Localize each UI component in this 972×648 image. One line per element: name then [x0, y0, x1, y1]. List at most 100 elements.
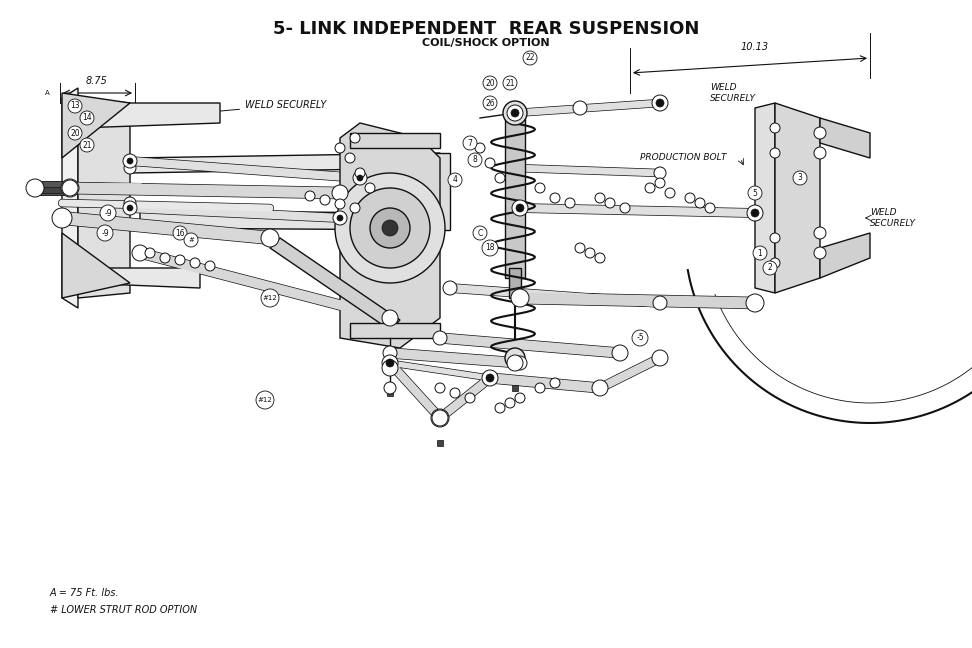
Circle shape	[261, 229, 279, 247]
Polygon shape	[755, 103, 775, 293]
Circle shape	[612, 345, 628, 361]
Circle shape	[503, 76, 517, 90]
Bar	[512, 385, 518, 391]
Circle shape	[80, 138, 94, 152]
Polygon shape	[62, 233, 130, 298]
Bar	[505, 118, 525, 278]
Circle shape	[645, 183, 655, 193]
Circle shape	[746, 294, 764, 312]
Circle shape	[435, 383, 445, 393]
Circle shape	[175, 255, 185, 265]
Circle shape	[383, 346, 397, 360]
Text: 18: 18	[485, 244, 495, 253]
Text: # LOWER STRUT ROD OPTION: # LOWER STRUT ROD OPTION	[50, 605, 197, 615]
Circle shape	[605, 198, 615, 208]
Circle shape	[512, 200, 528, 216]
Bar	[437, 440, 443, 446]
Circle shape	[432, 410, 448, 426]
Circle shape	[353, 171, 367, 185]
Circle shape	[770, 258, 780, 268]
Circle shape	[123, 154, 137, 168]
Polygon shape	[350, 323, 440, 338]
Circle shape	[513, 356, 527, 370]
Circle shape	[355, 168, 365, 178]
Circle shape	[814, 147, 826, 159]
Circle shape	[656, 99, 664, 107]
Circle shape	[685, 193, 695, 203]
Circle shape	[124, 162, 136, 174]
Text: 20: 20	[70, 128, 80, 137]
Circle shape	[382, 220, 398, 236]
Text: -9: -9	[104, 209, 112, 218]
Circle shape	[468, 153, 482, 167]
Text: COIL/SHOCK OPTION: COIL/SHOCK OPTION	[422, 38, 550, 48]
Circle shape	[80, 111, 94, 125]
Text: 8.75: 8.75	[87, 76, 108, 86]
Circle shape	[652, 95, 668, 111]
Circle shape	[516, 204, 524, 212]
Circle shape	[382, 355, 398, 371]
Text: WELD
SECURELY: WELD SECURELY	[710, 84, 756, 102]
Polygon shape	[78, 103, 220, 128]
Circle shape	[770, 123, 780, 133]
Circle shape	[482, 240, 498, 256]
Circle shape	[465, 393, 475, 403]
Polygon shape	[62, 93, 130, 158]
Circle shape	[173, 226, 187, 240]
Circle shape	[495, 403, 505, 413]
Circle shape	[507, 105, 523, 121]
Text: #12: #12	[258, 397, 272, 403]
Circle shape	[814, 247, 826, 259]
Circle shape	[320, 195, 330, 205]
Circle shape	[505, 398, 515, 408]
Circle shape	[68, 99, 82, 113]
Circle shape	[485, 158, 495, 168]
Circle shape	[473, 226, 487, 240]
Circle shape	[511, 109, 519, 117]
Text: 7: 7	[468, 139, 472, 148]
Circle shape	[665, 188, 675, 198]
Circle shape	[585, 248, 595, 258]
Circle shape	[475, 143, 485, 153]
Circle shape	[592, 380, 608, 396]
Circle shape	[482, 370, 498, 386]
Circle shape	[124, 197, 136, 209]
Polygon shape	[130, 153, 440, 173]
Text: 3: 3	[798, 174, 803, 183]
Circle shape	[382, 360, 398, 376]
Circle shape	[652, 350, 668, 366]
Polygon shape	[270, 238, 400, 330]
Circle shape	[127, 205, 133, 211]
Circle shape	[127, 158, 133, 164]
Text: -9: -9	[101, 229, 109, 238]
Circle shape	[431, 409, 449, 427]
Circle shape	[205, 261, 215, 271]
Circle shape	[433, 331, 447, 345]
Text: 5- LINK INDEPENDENT  REAR SUSPENSION: 5- LINK INDEPENDENT REAR SUSPENSION	[273, 20, 699, 38]
Circle shape	[123, 201, 137, 215]
Circle shape	[511, 289, 529, 307]
Polygon shape	[78, 268, 200, 288]
Circle shape	[132, 245, 148, 261]
Circle shape	[332, 185, 348, 201]
Circle shape	[448, 173, 462, 187]
Circle shape	[52, 208, 72, 228]
Circle shape	[335, 143, 345, 153]
Text: C: C	[477, 229, 483, 238]
Circle shape	[535, 183, 545, 193]
Text: 10.13: 10.13	[741, 42, 769, 52]
Circle shape	[486, 374, 494, 382]
Polygon shape	[775, 103, 820, 293]
Circle shape	[184, 233, 198, 247]
Text: #12: #12	[262, 295, 277, 301]
Circle shape	[573, 101, 587, 115]
Circle shape	[97, 225, 113, 241]
Circle shape	[350, 133, 360, 143]
Bar	[37, 187, 73, 193]
Text: 5: 5	[752, 189, 757, 198]
Circle shape	[814, 227, 826, 239]
Text: #: #	[188, 237, 194, 243]
Bar	[509, 268, 521, 298]
Circle shape	[463, 136, 477, 150]
Polygon shape	[78, 98, 130, 298]
